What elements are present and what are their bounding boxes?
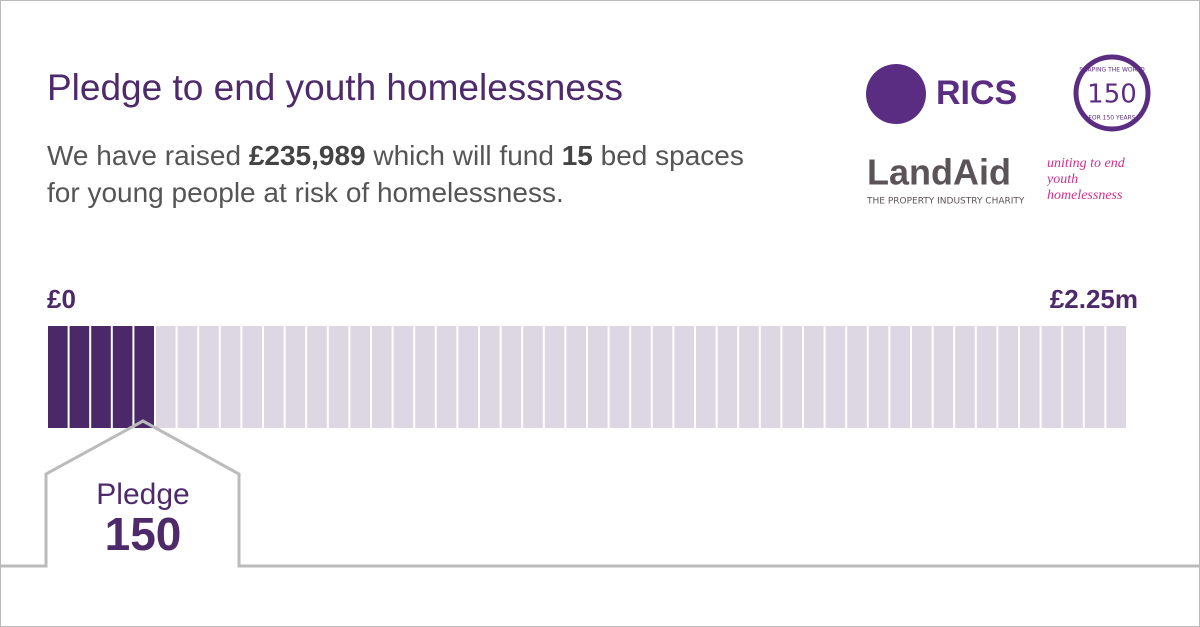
empty-segment <box>523 326 543 428</box>
landaid-tagline: THE PROPERTY INDUSTRY CHARITY <box>866 197 1025 207</box>
rics-emblem <box>866 64 926 124</box>
filled-segment <box>134 326 154 428</box>
empty-segment <box>847 326 867 428</box>
empty-segment <box>933 326 954 428</box>
empty-segment <box>544 326 565 428</box>
start-label: £0 <box>47 284 76 314</box>
empty-segment <box>609 326 630 428</box>
slogan: uniting to end youth homelessness <box>1047 156 1125 203</box>
empty-segment <box>955 326 975 428</box>
empty-segment <box>1106 326 1126 428</box>
text: We have raised <box>47 140 249 171</box>
anniversary-number: 150 <box>1087 80 1137 110</box>
empty-segment <box>393 326 414 428</box>
empty-segment <box>1084 326 1105 428</box>
empty-segment <box>868 326 889 428</box>
empty-segment <box>156 326 176 428</box>
rics-logo: RICS <box>936 74 1017 112</box>
empty-segment <box>825 326 846 428</box>
empty-segment <box>307 326 327 428</box>
empty-segment <box>436 326 457 428</box>
house-outline <box>1 419 1199 568</box>
filled-segment <box>91 326 111 428</box>
filled-segment <box>69 326 90 428</box>
anniversary-top: SHAPING THE WORLD <box>1079 67 1145 74</box>
landaid-logo: LandAid <box>867 152 1011 193</box>
empty-segment <box>566 326 586 428</box>
empty-segment <box>652 326 673 428</box>
empty-segment <box>739 326 759 428</box>
text: bed spaces for young people at risk of h… <box>47 140 744 208</box>
empty-segment <box>415 326 435 428</box>
empty-segment <box>717 326 738 428</box>
pledge-number: 150 <box>105 508 182 560</box>
empty-segment <box>804 326 824 428</box>
anniversary-bottom: FOR 150 YEARS <box>1088 115 1135 122</box>
empty-segment <box>588 326 608 428</box>
title: Pledge to end youth homelessness <box>47 67 623 108</box>
empty-segment <box>285 326 306 428</box>
progress-bar <box>48 326 1126 428</box>
empty-segment <box>264 326 284 428</box>
empty-segment <box>458 326 478 428</box>
empty-segment <box>199 326 219 428</box>
empty-segment <box>782 326 802 428</box>
filled-segment <box>48 326 68 428</box>
empty-segment <box>760 326 781 428</box>
empty-segment <box>998 326 1018 428</box>
amount: £235,989 <box>248 140 366 171</box>
empty-segment <box>1041 326 1062 428</box>
pledge-label: Pledge <box>96 478 189 511</box>
empty-segment <box>480 326 500 428</box>
empty-segment <box>696 326 716 428</box>
anniversary-ring <box>1073 54 1151 132</box>
empty-segment <box>350 326 370 428</box>
empty-segment <box>177 326 198 428</box>
empty-segment <box>890 326 910 428</box>
summary: We have raised £235,989 which will fund … <box>47 137 767 211</box>
empty-segment <box>220 326 241 428</box>
empty-segment <box>372 326 392 428</box>
filled-segment <box>112 326 133 428</box>
end-label: £2.25m <box>1050 284 1138 314</box>
text: which will fund <box>365 140 562 171</box>
slogan-box: uniting to end youth homelessness <box>1047 156 1125 203</box>
empty-segment <box>328 326 349 428</box>
empty-segment <box>1063 326 1083 428</box>
empty-segment <box>674 326 694 428</box>
empty-segment <box>242 326 262 428</box>
beds: 15 <box>561 140 593 171</box>
empty-segment <box>501 326 522 428</box>
empty-segment <box>631 326 651 428</box>
empty-segment <box>976 326 997 428</box>
empty-segment <box>912 326 932 428</box>
empty-segment <box>1020 326 1040 428</box>
